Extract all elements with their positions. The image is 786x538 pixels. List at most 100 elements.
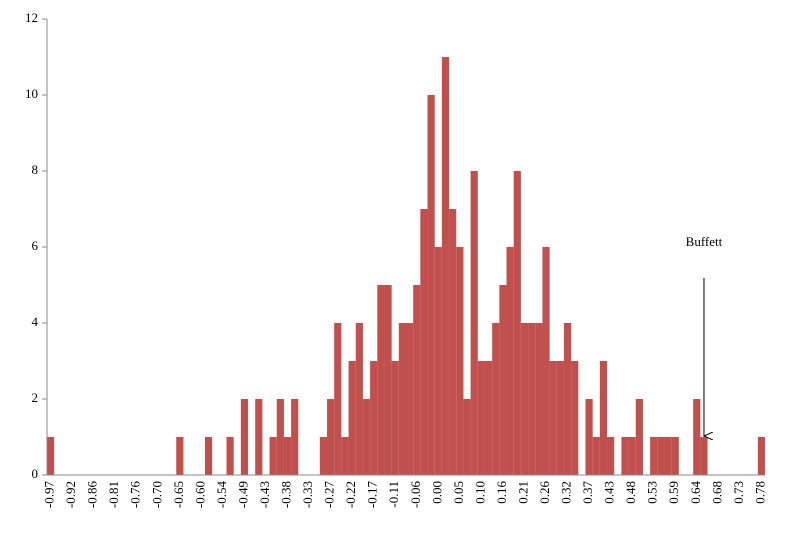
bar bbox=[456, 247, 464, 475]
x-tick-label: -0.81 bbox=[106, 481, 121, 508]
bar bbox=[413, 285, 421, 475]
x-tick-label: -0.54 bbox=[214, 481, 229, 509]
annotation: Buffett bbox=[686, 234, 723, 249]
x-tick-label: 0.68 bbox=[709, 481, 724, 504]
x-tick-label: 0.05 bbox=[451, 481, 466, 504]
bar bbox=[671, 437, 679, 475]
bar bbox=[571, 361, 579, 475]
y-tick-label: 6 bbox=[32, 238, 39, 253]
bar bbox=[506, 247, 514, 475]
bar bbox=[348, 361, 356, 475]
bar bbox=[592, 437, 600, 475]
x-tick-label: -0.92 bbox=[63, 481, 78, 508]
x-tick-label: -0.70 bbox=[149, 481, 164, 508]
x-tick-label: 0.00 bbox=[429, 481, 444, 504]
x-tick-label: -0.86 bbox=[85, 481, 100, 509]
y-tick-label: 12 bbox=[25, 10, 38, 25]
bar bbox=[528, 323, 536, 475]
y-tick-label: 10 bbox=[25, 86, 38, 101]
bar bbox=[291, 399, 299, 475]
x-tick-label: 0.59 bbox=[666, 481, 681, 504]
bar bbox=[398, 323, 406, 475]
x-tick-label: -0.43 bbox=[257, 481, 272, 508]
bar bbox=[334, 323, 342, 475]
bar bbox=[319, 437, 328, 475]
bar bbox=[391, 361, 399, 475]
bar bbox=[542, 247, 550, 475]
bar bbox=[362, 399, 371, 475]
bar bbox=[204, 437, 213, 475]
bar bbox=[563, 323, 572, 475]
bar bbox=[434, 247, 442, 475]
bar bbox=[549, 361, 557, 475]
bar bbox=[427, 95, 435, 475]
bar bbox=[269, 437, 277, 475]
x-tick-label: -0.49 bbox=[235, 481, 250, 508]
bar bbox=[513, 171, 521, 475]
bar bbox=[693, 399, 701, 475]
x-tick-label: -0.60 bbox=[192, 481, 207, 508]
y-tick-label: 2 bbox=[32, 390, 39, 405]
bar bbox=[635, 399, 643, 475]
bar bbox=[370, 361, 378, 475]
x-tick-label: 0.37 bbox=[580, 481, 595, 504]
x-tick-label: 0.10 bbox=[472, 481, 487, 504]
x-tick-label: -0.11 bbox=[386, 481, 401, 508]
x-tick-label: 0.73 bbox=[731, 481, 746, 504]
x-tick-label: 0.43 bbox=[602, 481, 617, 504]
bar bbox=[276, 399, 284, 475]
bar bbox=[283, 437, 292, 475]
bar bbox=[621, 437, 629, 475]
x-tick-label: -0.65 bbox=[171, 481, 186, 508]
bar bbox=[599, 361, 608, 475]
y-tick-label: 4 bbox=[32, 314, 39, 329]
bar bbox=[47, 437, 55, 475]
x-tick-label: 0.53 bbox=[645, 481, 660, 504]
bar bbox=[535, 323, 543, 475]
bar bbox=[499, 285, 507, 475]
x-tick-label: 0.64 bbox=[688, 481, 703, 504]
x-tick-label: -0.33 bbox=[300, 481, 315, 508]
bar bbox=[607, 437, 615, 475]
bar bbox=[477, 361, 485, 475]
bar bbox=[657, 437, 665, 475]
x-tick-label: -0.06 bbox=[408, 481, 423, 509]
bar bbox=[470, 171, 478, 475]
bar bbox=[556, 361, 564, 475]
bar bbox=[664, 437, 672, 475]
bar bbox=[700, 437, 708, 475]
bar bbox=[420, 209, 428, 475]
x-tick-label: -0.17 bbox=[365, 481, 380, 509]
bar bbox=[441, 57, 450, 475]
bar bbox=[176, 437, 184, 475]
x-tick-label: -0.97 bbox=[42, 481, 57, 509]
bar bbox=[628, 437, 636, 475]
x-tick-label: -0.22 bbox=[343, 481, 358, 508]
bar bbox=[449, 209, 457, 475]
bar bbox=[226, 437, 234, 475]
bar bbox=[757, 437, 765, 475]
bar bbox=[355, 323, 363, 475]
bar bbox=[650, 437, 658, 475]
bar bbox=[341, 437, 349, 475]
y-tick-label: 0 bbox=[32, 466, 39, 481]
x-tick-label: 0.48 bbox=[623, 481, 638, 504]
bar bbox=[520, 323, 529, 475]
bar bbox=[384, 285, 392, 475]
x-tick-label: 0.26 bbox=[537, 481, 552, 504]
x-tick-label: 0.78 bbox=[752, 481, 767, 504]
x-tick-label: 0.16 bbox=[494, 481, 509, 504]
x-tick-label: -0.76 bbox=[128, 481, 143, 509]
bar bbox=[255, 399, 263, 475]
bar bbox=[585, 399, 593, 475]
x-tick-label: 0.21 bbox=[515, 481, 530, 504]
bar bbox=[492, 323, 500, 475]
bar bbox=[377, 285, 385, 475]
bar bbox=[240, 399, 249, 475]
x-tick-label: 0.32 bbox=[559, 481, 574, 504]
y-tick-label: 8 bbox=[32, 162, 39, 177]
bar bbox=[484, 361, 493, 475]
bar bbox=[406, 323, 414, 475]
bar bbox=[327, 399, 335, 475]
